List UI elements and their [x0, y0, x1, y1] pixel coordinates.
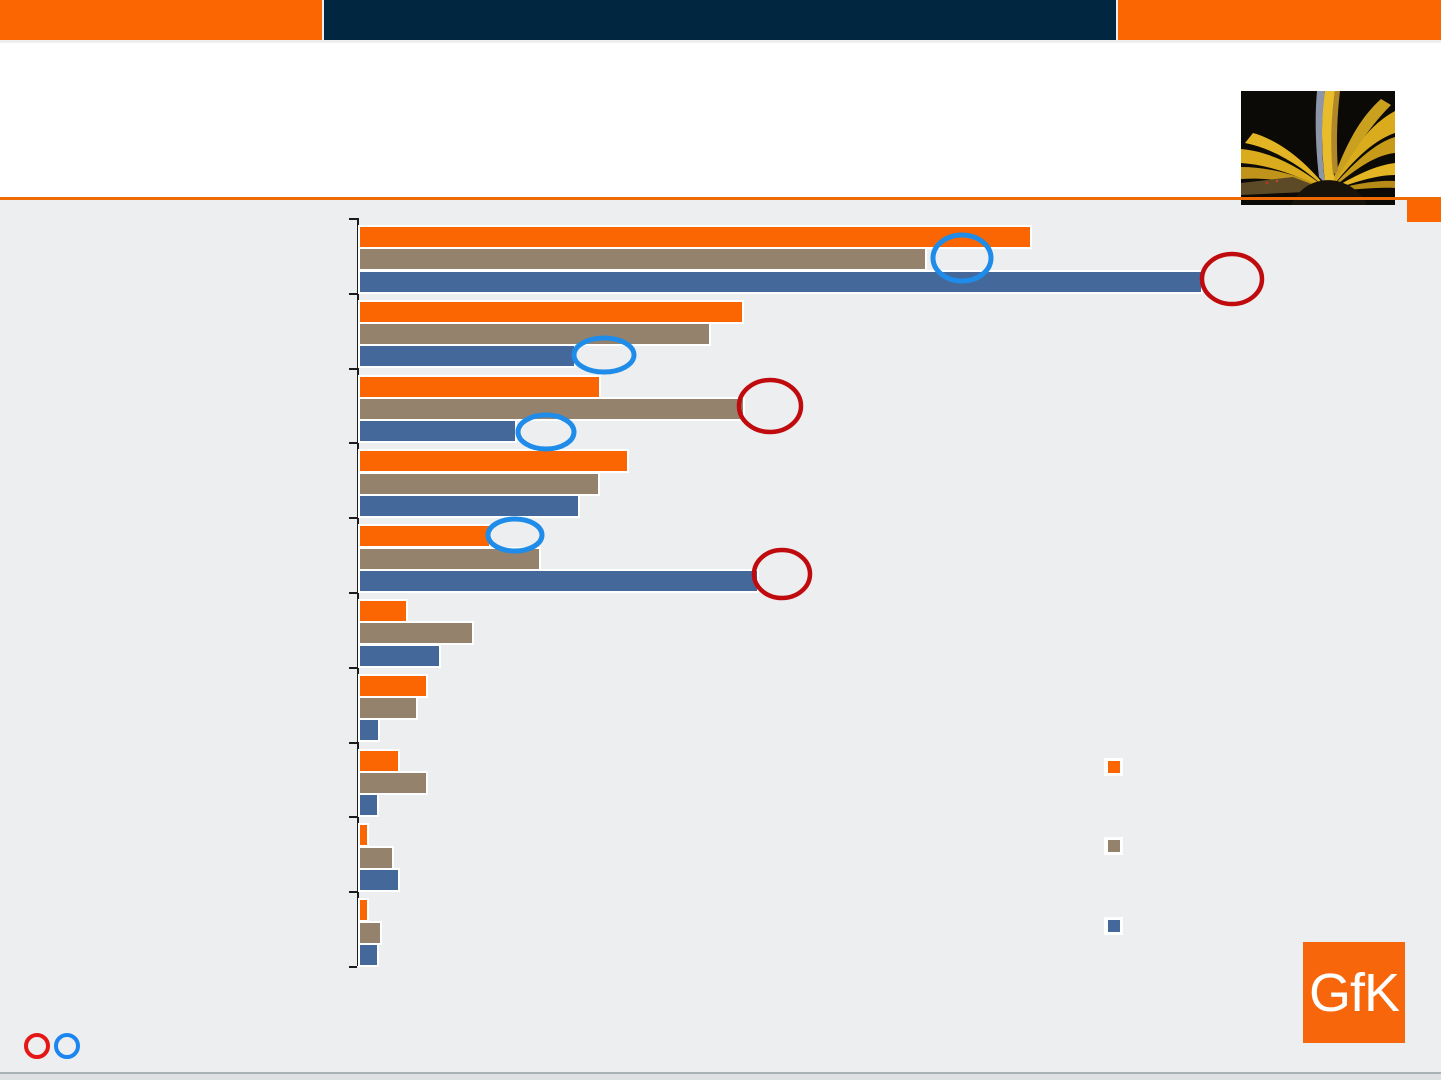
open-book-photo	[1241, 91, 1395, 205]
y-axis-tick	[349, 292, 357, 295]
bar-group9-series-tan	[360, 847, 392, 868]
legend-entry-2	[1104, 837, 1123, 855]
bar-group5-series-tan	[360, 548, 539, 569]
y-axis-line	[357, 218, 359, 966]
bar-group4-series-orange	[360, 451, 627, 472]
legend-swatch-3	[1107, 920, 1120, 932]
bar-group7-series-blue	[360, 720, 378, 741]
bar-group1-series-orange	[360, 227, 1030, 247]
bar-group5-series-blue	[360, 570, 757, 591]
bar-group9-series-blue	[360, 870, 398, 890]
bar-group10-series-blue	[360, 944, 377, 965]
header-bar-left	[0, 0, 322, 40]
separator-tab	[1407, 200, 1441, 222]
bar-group10-series-tan	[360, 922, 380, 943]
gfk-logo-text: GfK	[1308, 962, 1400, 1023]
slide-bottom-edge	[0, 1072, 1441, 1074]
y-axis-tick	[349, 442, 357, 445]
bar-group4-series-blue	[360, 496, 578, 516]
y-axis-tick	[349, 816, 357, 819]
bar-group7-series-orange	[360, 675, 426, 696]
bar-group9-series-orange	[360, 825, 367, 846]
y-axis-tick	[349, 666, 357, 669]
bar-group5-series-orange	[360, 526, 489, 547]
bar-group8-series-orange	[360, 750, 398, 771]
header-bar-right	[1118, 0, 1441, 40]
bar-group1-series-blue	[360, 271, 1201, 292]
bar-group1-series-tan	[360, 249, 925, 270]
header-title-box	[324, 0, 1116, 40]
slide-bottom-strip	[0, 1074, 1441, 1080]
legend-entry-3	[1104, 917, 1123, 935]
bar-group8-series-tan	[360, 772, 426, 793]
bar-group2-series-orange	[360, 301, 742, 322]
legend-entry-1	[1104, 758, 1123, 776]
bar-group8-series-blue	[360, 795, 377, 816]
gfk-logo: GfK	[1303, 942, 1405, 1043]
title-band	[0, 43, 1441, 205]
y-axis-tick	[349, 966, 357, 968]
y-axis-tick	[349, 517, 357, 520]
bar-group6-series-blue	[360, 645, 439, 666]
y-axis-tick	[349, 367, 357, 370]
bar-group3-series-tan	[360, 398, 743, 419]
separator-line	[0, 197, 1441, 200]
bar-group3-series-blue	[360, 421, 515, 442]
bar-group3-series-orange	[360, 376, 599, 397]
bar-group6-series-orange	[360, 601, 406, 621]
bar-group10-series-orange	[360, 900, 367, 921]
y-axis-tick	[349, 741, 357, 744]
y-axis-tick	[349, 218, 357, 220]
legend-swatch-2	[1107, 840, 1120, 852]
bar-group7-series-tan	[360, 698, 416, 719]
bar-group6-series-tan	[360, 623, 472, 644]
legend-swatch-1	[1107, 761, 1120, 773]
y-axis-tick	[349, 891, 357, 894]
bar-group2-series-blue	[360, 346, 574, 367]
bar-group4-series-tan	[360, 473, 598, 494]
bar-group2-series-tan	[360, 324, 709, 345]
y-axis-tick	[349, 592, 357, 594]
